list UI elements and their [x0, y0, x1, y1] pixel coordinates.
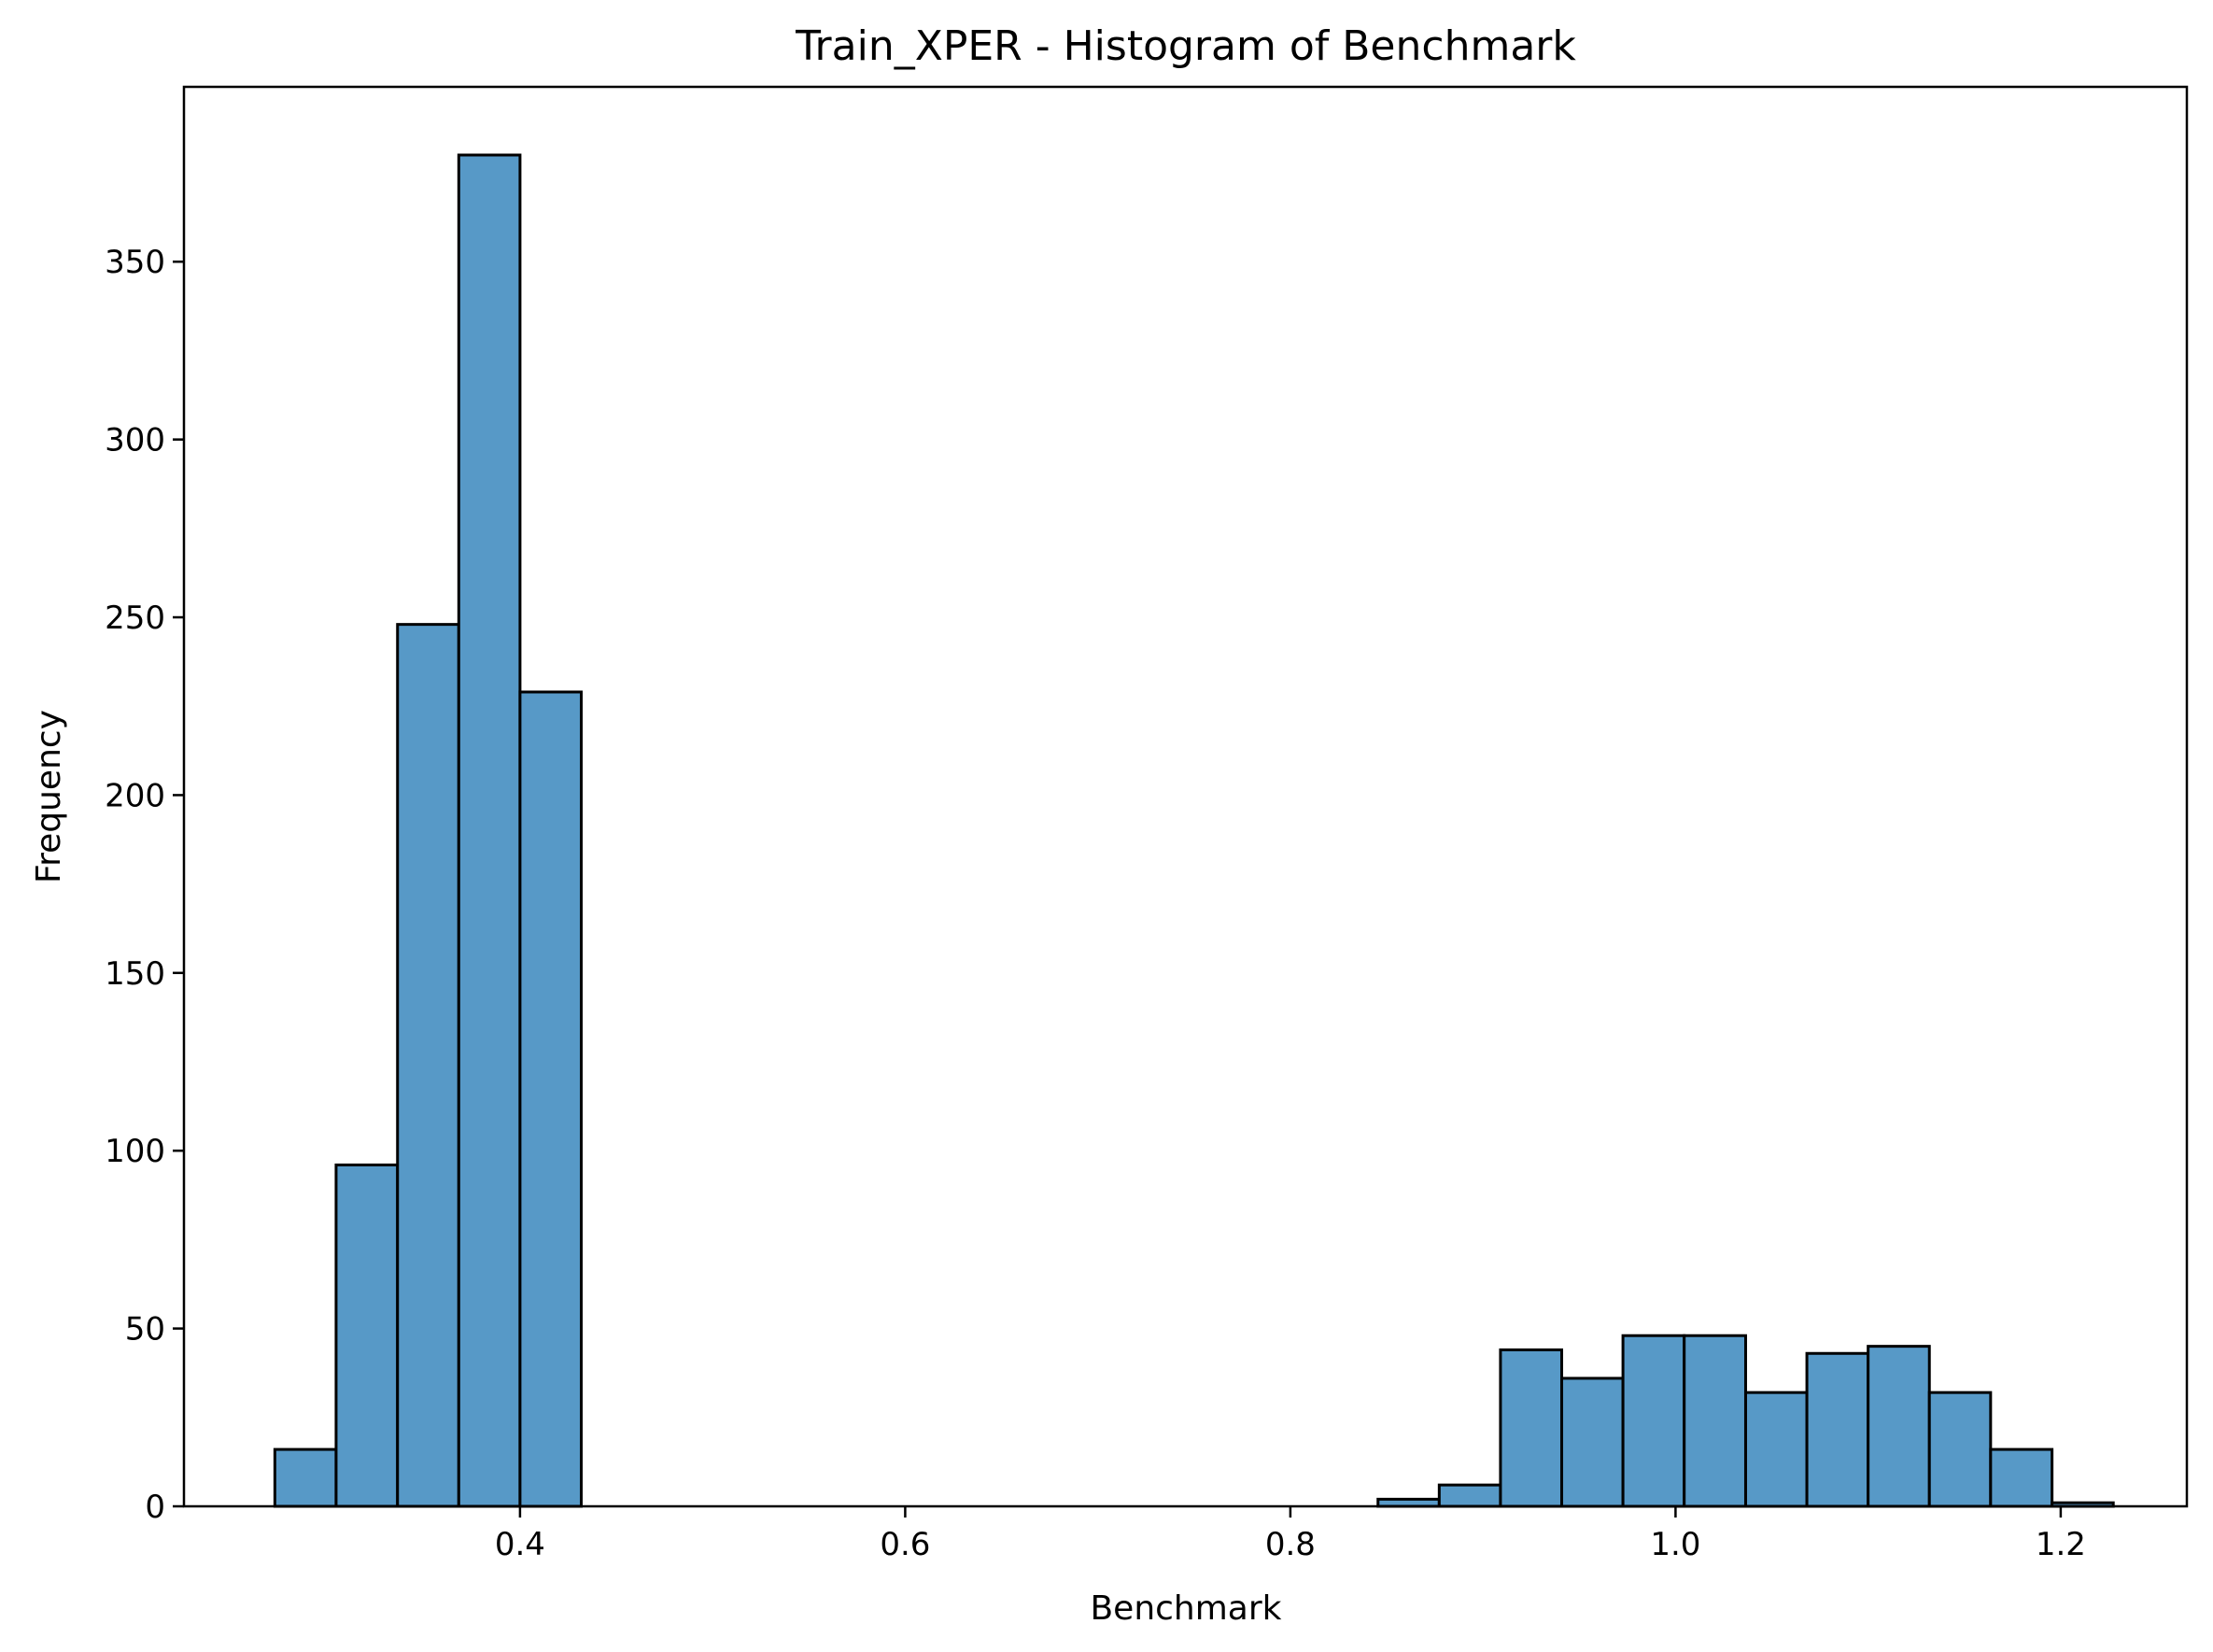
histogram-bar-2	[396, 623, 460, 1508]
y-tick-label: 0	[145, 1489, 165, 1526]
x-axis-ticks: 0.4 0.6 0.8 1.0 1.2	[495, 1506, 2086, 1563]
histogram-bar-3	[457, 153, 522, 1508]
y-tick-label: 200	[105, 777, 165, 814]
histogram-bar-4	[518, 690, 583, 1508]
y-axis-ticks: 0 50 100 150 200 250 300 350	[105, 244, 184, 1526]
histogram-bar-0	[273, 1447, 338, 1508]
histogram-bar-22	[1621, 1334, 1686, 1508]
y-tick-label: 50	[125, 1311, 165, 1348]
histogram-bar-27	[1927, 1391, 1993, 1508]
x-tick-label: 0.8	[1265, 1526, 1316, 1563]
histogram-bar-26	[1867, 1345, 1931, 1508]
x-tick-label: 1.2	[2036, 1526, 2086, 1563]
histogram-bar-21	[1560, 1377, 1625, 1508]
histogram-bar-23	[1683, 1334, 1747, 1508]
histogram-bar-28	[1989, 1447, 2054, 1508]
y-tick-label: 350	[105, 244, 165, 281]
x-axis-label: Benchmark	[1090, 1589, 1281, 1628]
x-tick-label: 1.0	[1650, 1526, 1700, 1563]
histogram-bar-24	[1743, 1391, 1809, 1508]
y-tick-label: 300	[105, 422, 165, 459]
x-tick-label: 0.6	[880, 1526, 930, 1563]
histogram-bar-25	[1805, 1351, 1870, 1508]
y-axis-label: Frequency	[30, 710, 68, 883]
y-tick-label: 100	[105, 1133, 165, 1170]
histogram-bar-19	[1437, 1483, 1502, 1508]
histogram-bar-1	[334, 1163, 400, 1508]
plot-frame	[182, 85, 2189, 1508]
histogram-bar-20	[1499, 1348, 1564, 1508]
bars-group	[273, 153, 2115, 1508]
x-tick-label: 0.4	[495, 1526, 545, 1563]
chart-title: Train_XPER - Histogram of Benchmark	[795, 22, 1576, 70]
y-tick-label: 150	[105, 955, 165, 993]
y-tick-label: 250	[105, 600, 165, 637]
